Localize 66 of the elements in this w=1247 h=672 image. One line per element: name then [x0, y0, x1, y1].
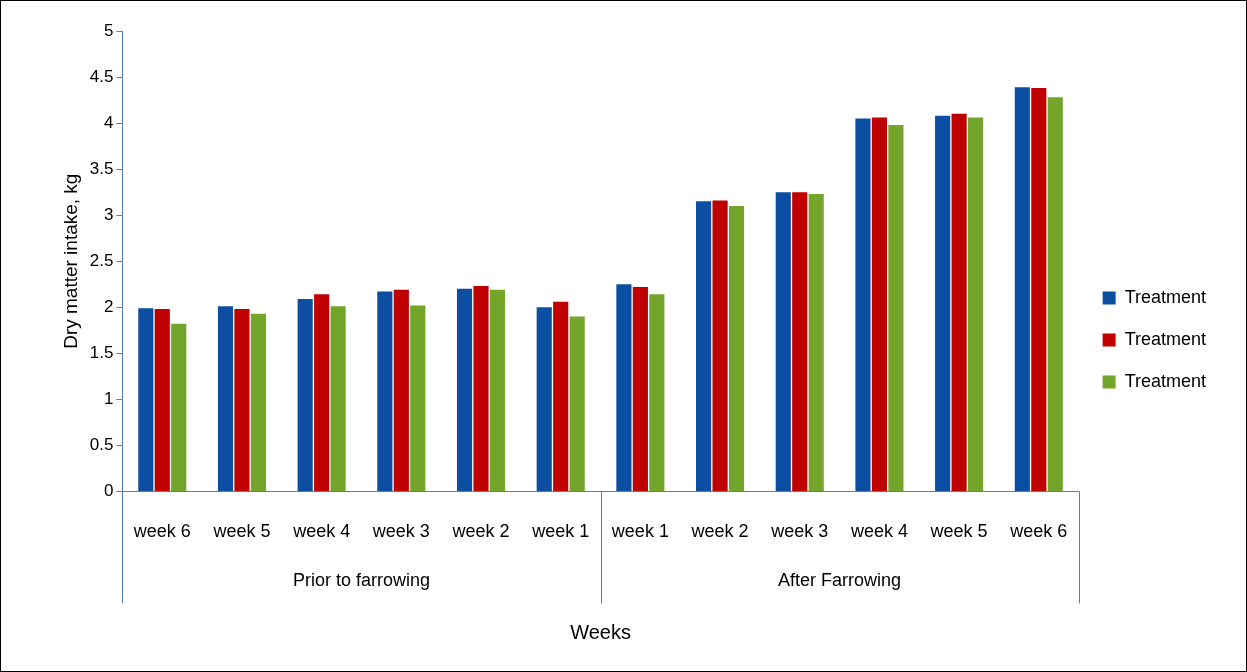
y-tick-label: 3 — [103, 204, 114, 224]
bar — [888, 124, 904, 491]
y-tick-label: 4 — [103, 112, 114, 132]
y-tick-label: 0 — [103, 481, 114, 501]
y-tick-label: 4.5 — [89, 66, 114, 86]
y-tick-label: 2.5 — [89, 250, 114, 270]
x-tick-label: week 2 — [451, 521, 510, 542]
bar — [297, 298, 313, 491]
bar — [536, 307, 552, 491]
bar — [1031, 88, 1047, 491]
y-tick-label: 0.5 — [89, 435, 114, 455]
bar — [377, 291, 393, 491]
bar — [616, 284, 632, 491]
bar — [855, 118, 871, 491]
legend-label: Treatment — [1124, 328, 1207, 349]
bar — [569, 316, 585, 491]
bar — [410, 305, 426, 491]
bar — [696, 201, 712, 491]
bar — [935, 115, 951, 491]
y-tick-label: 3.5 — [89, 158, 114, 178]
bar — [649, 294, 665, 491]
bar — [393, 289, 409, 491]
text: After Farrowing — [778, 570, 902, 591]
y-axis-title: Dry matter intake, kg — [59, 173, 81, 349]
bar — [314, 294, 330, 491]
legend-label: Treatment — [1124, 286, 1207, 307]
legend-label: Treatment — [1124, 370, 1207, 391]
bar — [951, 113, 967, 491]
y-tick-label: 2 — [103, 296, 114, 316]
bar — [330, 306, 346, 491]
bar — [489, 289, 506, 491]
text: Prior to farrowing — [292, 570, 431, 591]
bar — [456, 288, 473, 491]
y-tick-label: 5 — [103, 20, 114, 40]
bar — [473, 286, 489, 491]
x-tick-label: week 1 — [531, 521, 590, 542]
x-tick-label: week 3 — [770, 521, 829, 542]
x-tick-label: week 4 — [849, 521, 908, 542]
x-tick-label: week 3 — [371, 521, 430, 542]
bar — [712, 200, 728, 491]
x-tick-label: week 2 — [690, 521, 749, 542]
x-tick-label: week 5 — [212, 521, 271, 542]
bar — [138, 308, 154, 491]
x-axis-title: Weeks — [570, 620, 631, 643]
bar — [871, 117, 888, 491]
bar — [171, 323, 187, 491]
bar — [808, 193, 824, 491]
bar — [217, 306, 234, 491]
x-tick-label: week 4 — [292, 521, 351, 542]
bar — [632, 286, 648, 491]
x-tick-label: week 6 — [1009, 521, 1068, 542]
bar — [968, 117, 984, 491]
bar — [728, 205, 745, 491]
x-tick-label: week 5 — [929, 521, 988, 542]
bar — [250, 313, 266, 491]
x-tick-label: week 1 — [610, 521, 669, 542]
bar — [553, 301, 569, 491]
y-tick-label: 1 — [103, 389, 114, 409]
bar — [154, 309, 170, 491]
bar — [775, 192, 791, 491]
bar — [234, 309, 250, 491]
bar — [1047, 97, 1063, 491]
y-tick-label: 1.5 — [89, 342, 114, 362]
bar — [792, 192, 808, 491]
x-tick-label: week 6 — [132, 521, 191, 542]
bar — [1014, 87, 1030, 491]
